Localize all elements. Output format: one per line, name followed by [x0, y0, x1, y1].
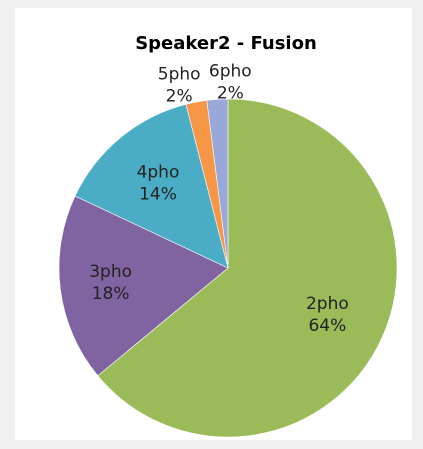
slice-value-label: 14%	[139, 184, 177, 204]
slice-value-label: 18%	[92, 284, 130, 304]
slice-label: 3pho	[89, 262, 132, 282]
slice-label: 2pho	[306, 294, 349, 314]
slice-value-label: 2%	[217, 83, 244, 103]
slice-value-label: 2%	[166, 86, 193, 106]
pie-slice	[206, 98, 229, 269]
slice-label: 4pho	[137, 162, 180, 182]
slice-label: 5pho	[158, 64, 201, 84]
slice-label: 6pho	[209, 61, 252, 81]
pie-slice	[97, 98, 398, 438]
chart-title: Speaker2 - Fusion	[135, 33, 317, 54]
slice-value-label: 64%	[308, 316, 346, 336]
pie-slice	[58, 195, 229, 377]
pie-slice	[74, 103, 229, 269]
